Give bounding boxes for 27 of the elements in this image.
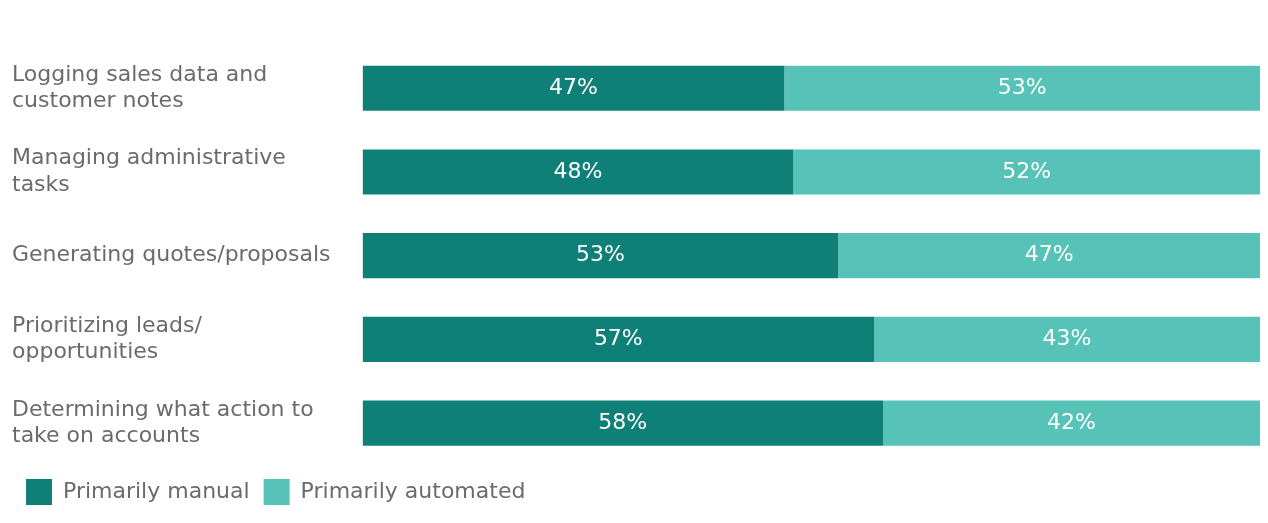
y-tick-label: Determining what action to take on accounts (12, 395, 314, 448)
bar (883, 400, 1260, 446)
bar (362, 400, 884, 446)
data-label: 53% (575, 241, 625, 267)
y-tick-label: Managing administrative tasks (12, 144, 286, 196)
data-label: 52% (1002, 157, 1052, 183)
data-label: 47% (549, 73, 598, 99)
data-label: 53% (997, 73, 1047, 99)
y-tick-label: Logging sales data and customer notes (12, 60, 268, 113)
bar (362, 149, 794, 195)
bar (362, 233, 839, 279)
data-label: 58% (598, 408, 648, 434)
y-tick-label: Generating quotes/proposals (12, 241, 331, 267)
data-label: 57% (593, 325, 643, 351)
bar (874, 316, 1260, 363)
data-label: 47% (1024, 241, 1074, 267)
data-label: 42% (1047, 408, 1096, 434)
bar (784, 65, 1260, 111)
bar (362, 65, 785, 111)
legend-label: Primarily automated (300, 477, 526, 503)
y-tick-label: Prioritizing leads/ opportunities (12, 311, 203, 364)
bar (793, 149, 1260, 195)
data-label: 43% (1042, 325, 1092, 351)
data-label: 48% (553, 157, 603, 183)
legend-label: Primarily manual (63, 477, 250, 503)
bar (362, 316, 875, 363)
bar (838, 233, 1260, 279)
